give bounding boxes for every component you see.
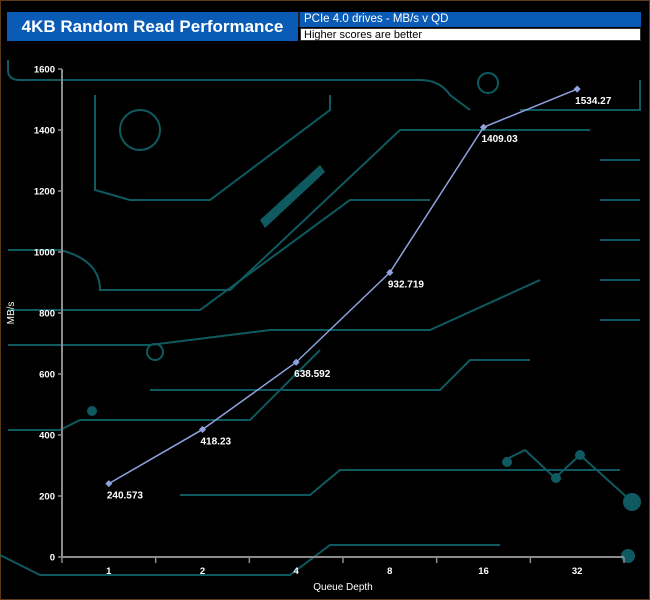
y-tick-label: 1400 bbox=[34, 126, 55, 137]
x-tick-label: 32 bbox=[572, 566, 583, 577]
x-axis: 1 2 4 8 16 32 bbox=[61, 556, 625, 577]
data-point bbox=[479, 123, 488, 131]
y-tick-label: 1000 bbox=[34, 248, 55, 259]
data-label: 1409.03 bbox=[482, 134, 519, 145]
y-tick-label: 800 bbox=[39, 309, 55, 320]
data-label: 1534.27 bbox=[575, 96, 612, 107]
data-point bbox=[386, 268, 394, 277]
y-tick-label: 200 bbox=[39, 492, 55, 503]
chart-title: 4KB Random Read Performance bbox=[7, 12, 298, 41]
y-axis-label: MB/s bbox=[6, 302, 17, 325]
data-point bbox=[198, 425, 207, 433]
y-tick-label: 1200 bbox=[34, 187, 55, 198]
data-label: 418.23 bbox=[201, 436, 232, 447]
x-tick-label: 8 bbox=[387, 566, 392, 577]
x-tick-label: 4 bbox=[294, 566, 300, 577]
data-label: 932.719 bbox=[388, 280, 425, 291]
y-tick-label: 600 bbox=[39, 370, 55, 381]
chart-note: Higher scores are better bbox=[300, 28, 641, 41]
chart-subtitle: PCIe 4.0 drives - MB/s v QD bbox=[298, 12, 641, 27]
x-tick-label: 1 bbox=[106, 566, 112, 577]
x-axis-label: Queue Depth bbox=[313, 582, 373, 593]
y-tick-label: 1600 bbox=[34, 65, 55, 76]
data-label: 240.573 bbox=[107, 491, 144, 502]
data-point bbox=[292, 358, 300, 366]
y-tick-label: 0 bbox=[50, 553, 55, 564]
x-tick-label: 2 bbox=[200, 566, 205, 577]
y-tick-label: 400 bbox=[39, 431, 55, 442]
x-tick-label: 16 bbox=[478, 566, 489, 577]
data-label: 638.592 bbox=[294, 369, 331, 380]
series-line bbox=[108, 88, 578, 485]
y-axis: 0 200 400 600 800 1000 1200 1400 1600 bbox=[34, 65, 63, 564]
data-point bbox=[105, 480, 113, 488]
data-point bbox=[573, 85, 581, 93]
